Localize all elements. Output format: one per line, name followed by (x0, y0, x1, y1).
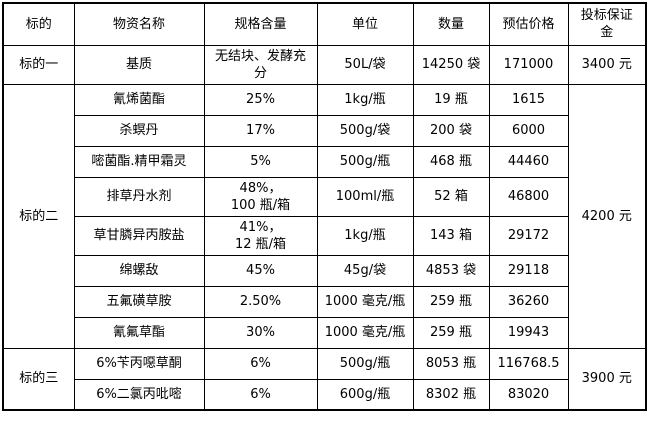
quantity-cell: 143 箱 (412, 215, 490, 256)
procurement-table: 标的 物资名称 规格含量 单位 数量 预估价格 投标保证金 标的一 基质 无结块、发酵充分 50L… (2, 2, 647, 411)
price-cell: 1615 (488, 83, 569, 116)
table-row: 嘧菌酯.精甲霜灵 5% 500g/瓶 468 瓶 44460 (3, 145, 646, 178)
material-name-cell: 氰氟草酯 (73, 316, 205, 349)
table-body: 标的一 基质 无结块、发酵充分 50L/袋 14250 袋 171000 3400 元标的二… (2, 44, 647, 411)
material-name-cell: 排草丹水剂 (73, 176, 205, 217)
price-cell: 29172 (488, 215, 569, 256)
column-header: 规格含量 (203, 2, 318, 46)
price-cell: 19943 (488, 316, 569, 349)
quantity-cell: 4853 袋 (412, 254, 490, 287)
column-header: 投标保证金 (567, 2, 647, 46)
price-cell: 29118 (488, 254, 569, 287)
table-row: 标的二 氰烯菌酯 25% 1kg/瓶 19 瓶 1615 4200 元 (2, 83, 647, 349)
table-row: 标的一 基质 无结块、发酵充分 50L/袋 14250 袋 171000 3400 元 (2, 44, 647, 85)
deposit-cell: 3400 元 (567, 44, 647, 85)
unit-cell: 100ml/瓶 (316, 176, 414, 217)
column-header: 物资名称 (73, 2, 205, 46)
column-header: 单位 (316, 2, 414, 46)
table-row: 杀螟丹 17% 500g/袋 200 袋 6000 (3, 114, 646, 147)
unit-cell: 600g/瓶 (316, 378, 414, 411)
target-cell: 标的三 (2, 347, 75, 411)
spec-cell: 5% (203, 145, 318, 178)
material-name-cell: 绵螺敌 (73, 254, 205, 287)
deposit-cell: 4200 元 (567, 83, 647, 349)
material-name-cell: 嘧菌酯.精甲霜灵 (73, 145, 205, 178)
table-row: 五氟磺草胺 2.50% 1000 毫克/瓶 259 瓶 36260 (3, 285, 646, 318)
unit-cell: 1000 毫克/瓶 (316, 316, 414, 349)
price-cell: 83020 (488, 378, 569, 411)
spec-cell: 6% (203, 347, 318, 380)
target-cell: 标的二 (2, 83, 75, 349)
quantity-cell: 52 箱 (412, 176, 490, 217)
spec-cell: 45% (203, 254, 318, 287)
material-name-cell: 草甘膦异丙胺盐 (73, 215, 205, 256)
quantity-cell: 468 瓶 (412, 145, 490, 178)
table-row: 绵螺敌 45% 45g/袋 4853 袋 29118 (3, 254, 646, 287)
quantity-cell: 259 瓶 (412, 285, 490, 318)
unit-cell: 45g/袋 (316, 254, 414, 287)
material-name-cell: 基质 (73, 44, 205, 85)
spec-cell: 25% (203, 83, 318, 116)
unit-cell: 1kg/瓶 (316, 215, 414, 256)
header-row: 标的 物资名称 规格含量 单位 数量 预估价格 投标保证金 (2, 2, 647, 46)
price-cell: 6000 (488, 114, 569, 147)
column-header: 数量 (412, 2, 490, 46)
material-name-cell: 6%二氯丙吡嘧 (73, 378, 205, 411)
column-header: 预估价格 (488, 2, 569, 46)
quantity-cell: 19 瓶 (412, 83, 490, 116)
price-cell: 44460 (488, 145, 569, 178)
table-row: 标的三 6%苄丙噁草酮 6% 500g/瓶 8053 瓶 116768.5 3900 元 (2, 347, 647, 411)
deposit-cell: 3900 元 (567, 347, 647, 411)
spec-cell: 30% (203, 316, 318, 349)
material-name-cell: 6%苄丙噁草酮 (73, 347, 205, 380)
unit-cell: 1000 毫克/瓶 (316, 285, 414, 318)
unit-cell: 500g/瓶 (316, 347, 414, 380)
spec-cell: 48%， 100 瓶/箱 (203, 176, 318, 217)
table-row: 氰氟草酯 30% 1000 毫克/瓶 259 瓶 19943 (3, 316, 646, 349)
price-cell: 36260 (488, 285, 569, 318)
spec-cell: 无结块、发酵充分 (203, 44, 318, 85)
quantity-cell: 8302 瓶 (412, 378, 490, 411)
unit-cell: 500g/瓶 (316, 145, 414, 178)
quantity-cell: 200 袋 (412, 114, 490, 147)
spec-cell: 6% (203, 378, 318, 411)
column-header: 标的 (2, 2, 75, 46)
table-header: 标的 物资名称 规格含量 单位 数量 预估价格 投标保证金 (2, 2, 647, 46)
unit-cell: 50L/袋 (316, 44, 414, 85)
quantity-cell: 259 瓶 (412, 316, 490, 349)
unit-cell: 500g/袋 (316, 114, 414, 147)
price-cell: 46800 (488, 176, 569, 217)
target-cell: 标的一 (2, 44, 75, 85)
material-name-cell: 五氟磺草胺 (73, 285, 205, 318)
quantity-cell: 14250 袋 (412, 44, 490, 85)
unit-cell: 1kg/瓶 (316, 83, 414, 116)
table-row: 6%二氯丙吡嘧 6% 600g/瓶 8302 瓶 83020 (3, 378, 646, 411)
spec-cell: 17% (203, 114, 318, 147)
material-name-cell: 杀螟丹 (73, 114, 205, 147)
material-name-cell: 氰烯菌酯 (73, 83, 205, 116)
spec-cell: 41%， 12 瓶/箱 (203, 215, 318, 256)
price-cell: 171000 (488, 44, 569, 85)
price-cell: 116768.5 (488, 347, 569, 380)
spec-cell: 2.50% (203, 285, 318, 318)
table-row: 排草丹水剂 48%， 100 瓶/箱 100ml/瓶 52 箱 46800 (3, 176, 646, 217)
quantity-cell: 8053 瓶 (412, 347, 490, 380)
table-row: 草甘膦异丙胺盐 41%， 12 瓶/箱 1kg/瓶 143 箱 29172 (3, 215, 646, 256)
